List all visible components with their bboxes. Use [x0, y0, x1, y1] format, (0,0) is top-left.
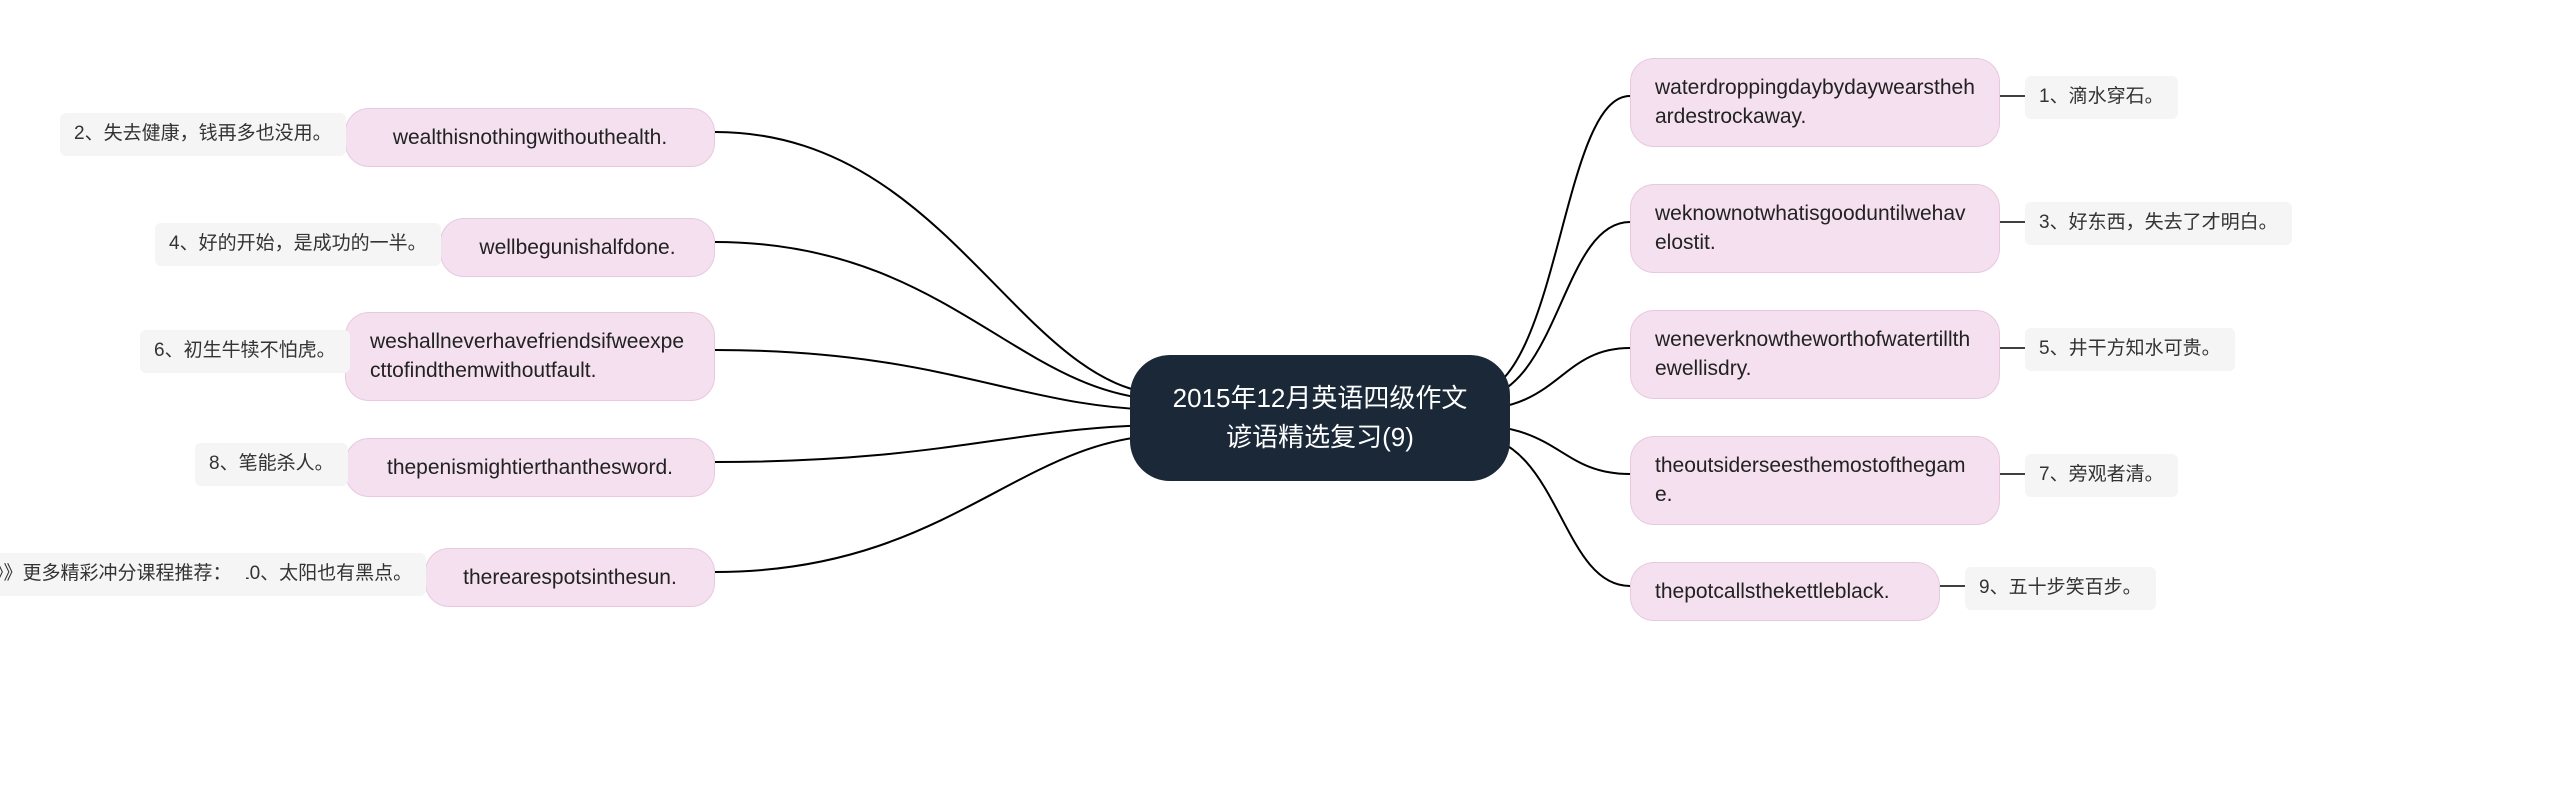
leaf-left-0: 2、失去健康，钱再多也没用。: [60, 113, 346, 156]
branch-label: waterdroppingdaybydaywearsthehardestrock…: [1655, 76, 1975, 128]
leaf-right-0: 1、滴水穿石。: [2025, 76, 2178, 119]
branch-right-0: waterdroppingdaybydaywearsthehardestrock…: [1630, 58, 2000, 147]
leaf-left-4-extra: 》》更多精彩冲分课程推荐：: [0, 553, 246, 596]
leaf-left-1: 4、好的开始，是成功的一半。: [155, 223, 441, 266]
branch-label: thepenismightierthanthesword.: [387, 456, 673, 479]
leaf-label: 4、好的开始，是成功的一半。: [169, 233, 427, 254]
leaf-label: 9、五十步笑百步。: [1979, 577, 2142, 598]
branch-right-3: theoutsiderseesthemostofthegame.: [1630, 436, 2000, 525]
center-node: 2015年12月英语四级作文 谚语精选复习(9): [1130, 355, 1510, 481]
branch-label: weknownotwhatisgooduntilwehavelostit.: [1655, 202, 1966, 254]
leaf-label: 7、旁观者清。: [2039, 464, 2164, 485]
branch-right-4: thepotcallsthekettleblack.: [1630, 562, 1940, 621]
leaf-left-2: 6、初生牛犊不怕虎。: [140, 330, 350, 373]
leaf-left-3: 8、笔能杀人。: [195, 443, 348, 486]
leaf-right-1: 3、好东西，失去了才明白。: [2025, 202, 2292, 245]
mindmap-container: 2015年12月英语四级作文 谚语精选复习(9) wealthisnothing…: [0, 0, 2560, 807]
leaf-label: 》》更多精彩冲分课程推荐：: [0, 563, 232, 584]
leaf-label: 2、失去健康，钱再多也没用。: [74, 123, 332, 144]
branch-left-0: wealthisnothingwithouthealth.: [345, 108, 715, 167]
branch-label: theoutsiderseesthemostofthegame.: [1655, 454, 1966, 506]
leaf-right-2: 5、井干方知水可贵。: [2025, 328, 2235, 371]
center-title-line1: 2015年12月英语四级作文: [1173, 383, 1468, 413]
branch-left-3: thepenismightierthanthesword.: [345, 438, 715, 497]
branch-label: weshallneverhavefriendsifweexpecttofindt…: [370, 330, 684, 382]
leaf-label: 6、初生牛犊不怕虎。: [154, 340, 336, 361]
branch-label: wellbegunishalfdone.: [479, 236, 675, 259]
leaf-right-3: 7、旁观者清。: [2025, 454, 2178, 497]
branch-label: therearespotsinthesun.: [463, 566, 677, 589]
leaf-label: 8、笔能杀人。: [209, 453, 334, 474]
leaf-label: 10、太阳也有黑点。: [239, 563, 412, 584]
leaf-right-4: 9、五十步笑百步。: [1965, 567, 2156, 610]
leaf-label: 5、井干方知水可贵。: [2039, 338, 2221, 359]
branch-left-4: therearespotsinthesun.: [425, 548, 715, 607]
branch-right-2: weneverknowtheworthofwatertillthewellisd…: [1630, 310, 2000, 399]
branch-left-1: wellbegunishalfdone.: [440, 218, 715, 277]
leaf-label: 1、滴水穿石。: [2039, 86, 2164, 107]
branch-label: wealthisnothingwithouthealth.: [393, 126, 667, 149]
branch-label: thepotcallsthekettleblack.: [1655, 580, 1890, 603]
branch-label: weneverknowtheworthofwatertillthewellisd…: [1655, 328, 1970, 380]
branch-left-2: weshallneverhavefriendsifweexpecttofindt…: [345, 312, 715, 401]
leaf-label: 3、好东西，失去了才明白。: [2039, 212, 2278, 233]
leaf-left-4: 10、太阳也有黑点。: [225, 553, 426, 596]
center-title-line2: 谚语精选复习(9): [1226, 422, 1414, 452]
branch-right-1: weknownotwhatisgooduntilwehavelostit.: [1630, 184, 2000, 273]
